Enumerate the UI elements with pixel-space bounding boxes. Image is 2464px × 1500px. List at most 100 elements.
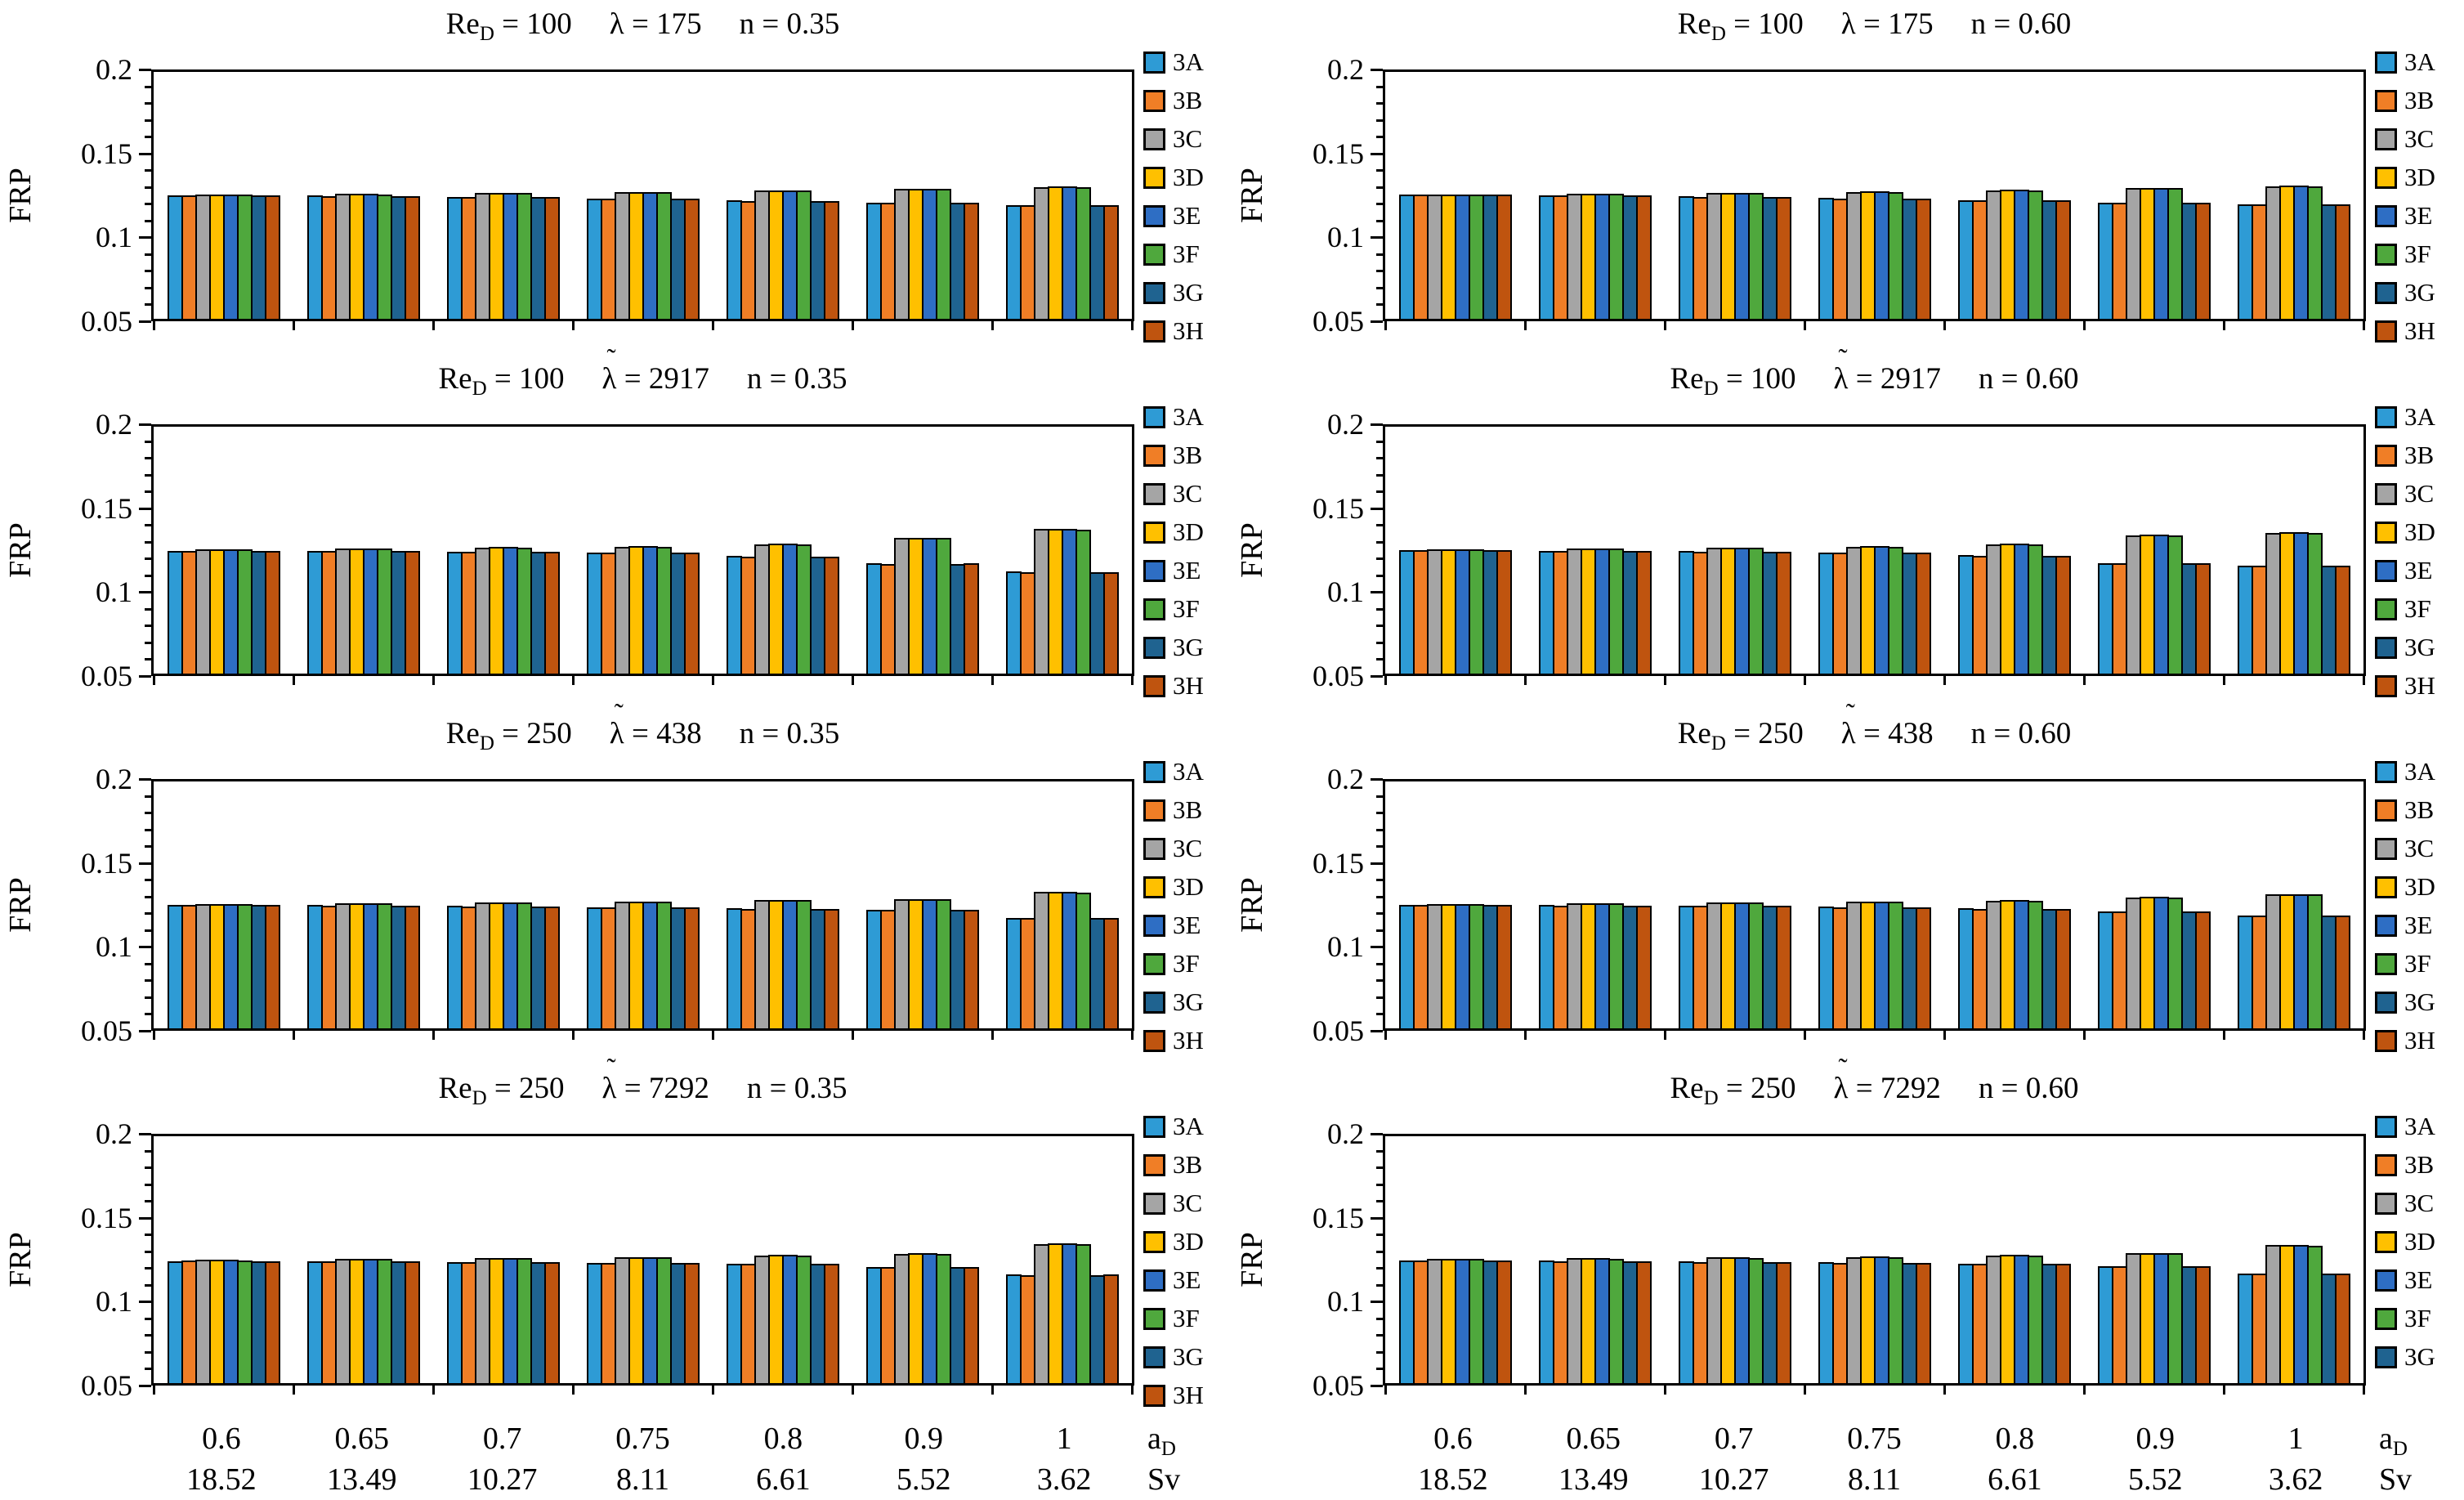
y-major-tick bbox=[139, 1301, 151, 1304]
bar-group-aD-0.65 bbox=[293, 72, 433, 319]
y-minor-tick bbox=[1376, 979, 1383, 983]
y-minor-tick bbox=[145, 1200, 151, 1203]
x-boundary-tick bbox=[1131, 676, 1134, 685]
y-minor-tick bbox=[1376, 1350, 1383, 1354]
bar-3H bbox=[2334, 916, 2350, 1028]
x-boundary-tick bbox=[2083, 321, 2086, 330]
title-lambda-segment: λ ˜ = 175 bbox=[610, 0, 702, 41]
y-minor-tick bbox=[145, 85, 151, 88]
lambda-symbol: λ ˜ bbox=[1841, 0, 1856, 42]
y-tick-label: 0.1 bbox=[1327, 930, 1364, 964]
x-boundary-tick bbox=[572, 321, 575, 330]
lambda-symbol: λ ˜ bbox=[1833, 1054, 1849, 1106]
y-minor-tick bbox=[145, 540, 151, 544]
legend-item-3F: 3F bbox=[1143, 241, 1204, 266]
legend-swatch-3G bbox=[2375, 1346, 2397, 1368]
title-re-subscript: D bbox=[1710, 23, 1726, 45]
y-minor-tick bbox=[145, 286, 151, 289]
bar-3H bbox=[1775, 906, 1791, 1028]
bar-3H bbox=[404, 196, 420, 319]
y-minor-tick bbox=[1376, 795, 1383, 798]
x-boundary-tick bbox=[1384, 1031, 1387, 1040]
y-major-tick bbox=[1371, 320, 1383, 323]
x-boundary-tick bbox=[1804, 1031, 1806, 1040]
legend-label: 3B bbox=[2404, 86, 2435, 114]
legend-item-3G: 3G bbox=[2375, 634, 2435, 660]
bars-row bbox=[1385, 781, 2363, 1028]
legend-label: 3G bbox=[2404, 987, 2435, 1016]
plot-area bbox=[1371, 69, 2366, 330]
legend-item-3F: 3F bbox=[2375, 241, 2435, 266]
lambda-base: λ bbox=[1840, 717, 1856, 750]
title-re-segment: ReD = 250 bbox=[446, 717, 572, 754]
legend-swatch-3G bbox=[1143, 281, 1165, 304]
y-minor-tick bbox=[1376, 1283, 1383, 1287]
legend-item-3D: 3D bbox=[2375, 519, 2435, 544]
legend-label: 3D bbox=[2404, 163, 2435, 191]
lambda-base: λ bbox=[1833, 1072, 1849, 1105]
title-re-segment: ReD = 100 bbox=[1670, 362, 1796, 400]
x-boundary-tick bbox=[1524, 1031, 1527, 1040]
legend-swatch-3B bbox=[1143, 89, 1165, 112]
title-lambda-segment: λ ˜ = 2917 bbox=[601, 344, 709, 396]
x-boundary-tick bbox=[1804, 321, 1806, 330]
title-re-segment: ReD = 250 bbox=[1678, 717, 1804, 754]
legend-swatch-3H bbox=[2375, 1029, 2397, 1052]
legend-label: 3E bbox=[1173, 1265, 1201, 1294]
title-re-base: Re bbox=[438, 1072, 472, 1105]
x-boundary-tick bbox=[991, 676, 994, 685]
bar-3H bbox=[1775, 197, 1791, 319]
bar-group-aD-0.8 bbox=[713, 72, 852, 319]
y-major-tick bbox=[139, 946, 151, 949]
y-major-tick bbox=[139, 236, 151, 240]
y-minor-tick bbox=[145, 524, 151, 527]
y-minor-tick bbox=[1376, 270, 1383, 273]
bar-group-aD-0.7 bbox=[1665, 72, 1804, 319]
y-major-tick bbox=[139, 152, 151, 155]
y-minor-tick bbox=[145, 845, 151, 849]
bar-group-aD-0.7 bbox=[433, 427, 573, 674]
bar-3H bbox=[963, 910, 979, 1028]
y-minor-tick bbox=[145, 119, 151, 122]
x-boundary-tick bbox=[1804, 676, 1806, 685]
x-tick-Sv: 13.49 bbox=[1558, 1462, 1629, 1497]
y-tick-label: 0.15 bbox=[1312, 491, 1364, 525]
y-minor-tick bbox=[1376, 1317, 1383, 1320]
bar-group-aD-0.8 bbox=[713, 1136, 852, 1383]
bar-3H bbox=[1102, 1274, 1119, 1383]
legend-swatch-3B bbox=[2375, 799, 2397, 822]
legend-item-3A: 3A bbox=[1143, 49, 1204, 74]
y-minor-tick bbox=[1376, 286, 1383, 289]
bar-group-aD-1 bbox=[992, 1136, 1132, 1383]
bar-3H bbox=[2055, 1264, 2071, 1383]
legend-label: 3B bbox=[1173, 1150, 1203, 1179]
bar-group-aD-0.65 bbox=[1525, 1136, 1665, 1383]
bar-3H bbox=[1635, 551, 1652, 674]
y-tick-labels: 0.2 0.15 0.1 0.05 bbox=[1264, 0, 1364, 355]
x-boundary-tick bbox=[1943, 1386, 1946, 1395]
x-boundary-tick bbox=[432, 676, 435, 685]
lambda-base: λ bbox=[601, 362, 617, 396]
legend-item-3G: 3G bbox=[2375, 280, 2435, 305]
legend-item-3H: 3H bbox=[2375, 673, 2435, 698]
y-minor-tick bbox=[1376, 574, 1383, 577]
legend-item-3H: 3H bbox=[1143, 673, 1204, 698]
y-minor-tick bbox=[145, 1183, 151, 1186]
bar-3H bbox=[1635, 1261, 1652, 1383]
bar-3H bbox=[543, 197, 560, 319]
y-minor-tick bbox=[145, 658, 151, 661]
title-re-base: Re bbox=[438, 362, 472, 396]
legend-item-3A: 3A bbox=[1143, 759, 1204, 784]
x-tick-aD: 0.6 bbox=[1433, 1422, 1473, 1456]
y-minor-tick bbox=[145, 1350, 151, 1354]
lambda-tilde: ˜ bbox=[1838, 1054, 1848, 1085]
y-minor-tick bbox=[145, 641, 151, 644]
y-major-tick bbox=[139, 778, 151, 781]
title-re-subscript: D bbox=[1703, 1087, 1719, 1109]
chart-title: ReD = 250 λ ˜ = 438 n = 0.60 bbox=[1383, 699, 2366, 755]
y-major-tick bbox=[1371, 1301, 1383, 1304]
bar-3H bbox=[1775, 1262, 1791, 1383]
x-tick-Sv: 6.61 bbox=[1988, 1462, 2042, 1497]
title-re-subscript: D bbox=[472, 378, 487, 400]
aD-base: a bbox=[1147, 1422, 1161, 1456]
